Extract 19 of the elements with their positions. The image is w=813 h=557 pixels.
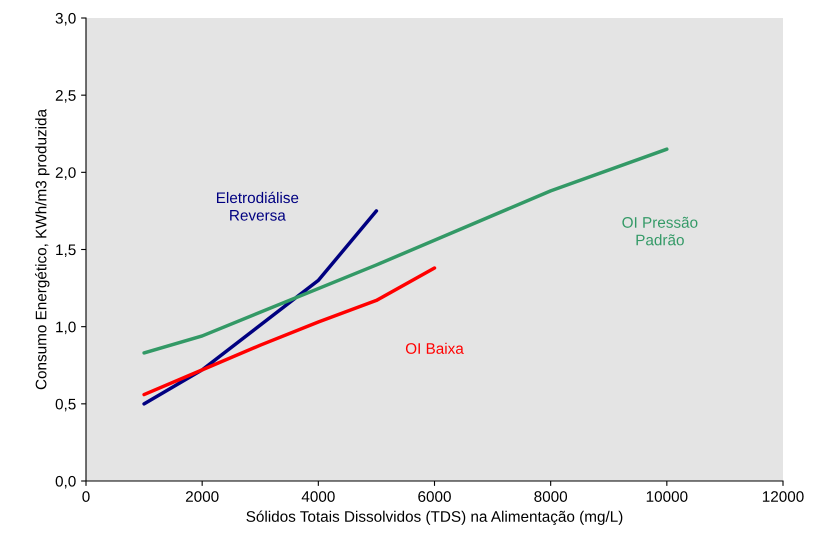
text: Eletrodiálise Reversa xyxy=(216,192,298,221)
y-tick-label: 0,5 xyxy=(56,398,76,412)
x-tick-label: 12000 xyxy=(762,491,804,502)
y-tick-label: 2,5 xyxy=(56,90,76,103)
y-axis-title: Consumo Energético, KWh/m3 produzida xyxy=(35,108,50,390)
x-tick-label: 4000 xyxy=(302,491,335,502)
x-axis-title: Sólidos Totais Dissolvidos (TDS) na Alimentação (mg/L) xyxy=(246,510,622,526)
text: OI Pressão Padrão xyxy=(622,216,698,246)
x-tick-label: 8000 xyxy=(534,491,568,502)
text: OI Baixa xyxy=(406,342,464,354)
x-tick-label: 6000 xyxy=(418,491,451,502)
y-tick-label: 0,0 xyxy=(56,476,76,488)
x-tick-label: 0 xyxy=(82,491,90,502)
y-tick-label: 1,5 xyxy=(56,244,76,257)
x-tick-label: 2000 xyxy=(186,491,219,502)
y-tick-label: 3,0 xyxy=(56,12,76,26)
x-tick-label: 10000 xyxy=(646,491,688,502)
y-tick-label: 1,0 xyxy=(56,322,76,334)
y-tick-label: 2,0 xyxy=(56,167,76,180)
